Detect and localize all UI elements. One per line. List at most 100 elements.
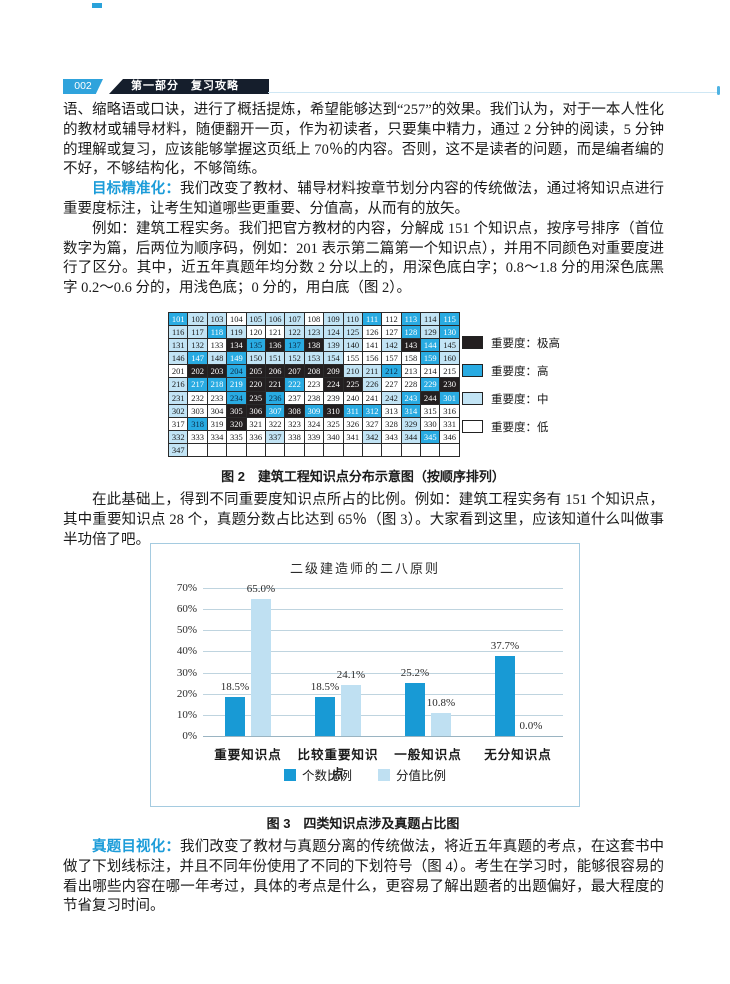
grid-cell: 155 xyxy=(343,352,363,366)
bar-group: 18.5% 65.0% 重要知识点 xyxy=(203,583,293,762)
grid-cell xyxy=(421,443,441,458)
grid-cell: 240 xyxy=(343,391,363,405)
grid-cell: 229 xyxy=(421,378,441,392)
chart-plot-area: 0% 10% 20% 30% 40% 50% 60% 70% 18.5% 65.0% 重要知识点 18… xyxy=(177,582,563,781)
grid-cell: 320 xyxy=(227,417,247,431)
grid-cell: 318 xyxy=(188,417,208,431)
figure2-caption: 图 2 建筑工程知识点分布示意图（按顺序排列） xyxy=(221,469,505,484)
grid-cell xyxy=(265,443,286,458)
grid-cell: 215 xyxy=(440,365,460,379)
grid-cell: 143 xyxy=(401,339,422,353)
gridline xyxy=(203,714,563,716)
bar-value-label: 10.8% xyxy=(426,697,456,710)
grid-cell: 218 xyxy=(207,378,228,392)
grid-cell: 226 xyxy=(362,378,383,392)
grid-cell: 204 xyxy=(227,365,247,379)
grid-cell: 222 xyxy=(285,378,305,392)
grid-cell: 121 xyxy=(265,326,286,340)
legend-label: 重要度：极高 xyxy=(491,337,560,350)
grid-cell: 210 xyxy=(343,365,363,379)
gridline xyxy=(203,630,563,632)
grid-cell: 154 xyxy=(324,352,344,366)
gridline xyxy=(203,588,563,589)
bar-chart: 二级建造师的二八原则 0% 10% 20% 30% 40% 50% 60% 70% 18.5% 6… xyxy=(150,543,580,807)
paragraph-continuation: 语、缩略语或口诀，进行了概括提炼，希望能够达到“257”的效果。我们认为，对于一… xyxy=(63,102,664,178)
legend-item: 重要度：极高 xyxy=(462,336,560,350)
grid-cell: 148 xyxy=(207,352,228,366)
y-axis-tick: 30% xyxy=(176,666,197,679)
chart-legend-label: 分值比例 xyxy=(396,769,447,783)
grid-cell: 328 xyxy=(382,417,402,431)
grid-cell: 304 xyxy=(207,404,228,418)
grid-cell: 235 xyxy=(246,391,266,405)
bar-分值比例-一般知识点 xyxy=(431,713,451,736)
bar-分值比例-重要知识点 xyxy=(251,598,271,736)
grid-cell: 336 xyxy=(246,430,266,444)
grid-cell: 238 xyxy=(304,391,325,405)
grid-cell: 131 xyxy=(169,339,189,353)
chart-title: 二级建造师的二八原则 xyxy=(289,561,440,576)
bar-value-label: 24.1% xyxy=(336,669,366,682)
grid-cell: 119 xyxy=(227,326,247,340)
grid-cell: 339 xyxy=(304,430,325,444)
figure3-caption: 图 3 四类知识点涉及真题占比图 xyxy=(266,816,460,831)
gridline xyxy=(203,736,563,737)
grid-cell: 213 xyxy=(401,365,422,379)
grid-cell: 106 xyxy=(265,313,286,327)
grid-cell: 322 xyxy=(265,417,286,431)
bar-value-label: 65.0% xyxy=(246,582,276,595)
gridline xyxy=(203,672,563,674)
grid-cell xyxy=(207,443,228,458)
grid-cell: 138 xyxy=(304,339,325,353)
grid-cell: 111 xyxy=(362,313,383,327)
grid-cell: 231 xyxy=(169,391,189,405)
bar-个数比例-比较重要知识点 xyxy=(315,696,335,736)
legend-swatch xyxy=(462,420,483,433)
grid-cell: 302 xyxy=(169,404,189,418)
grid-cell: 158 xyxy=(401,352,422,366)
grid-cell: 214 xyxy=(421,365,441,379)
legend-item: 重要度：中 xyxy=(462,392,560,406)
grid-cell: 239 xyxy=(324,391,344,405)
grid-cell: 113 xyxy=(401,313,422,327)
grid-cell: 314 xyxy=(401,404,422,418)
grid-cell: 344 xyxy=(401,430,422,444)
grid-cell xyxy=(401,443,422,458)
grid-cell: 305 xyxy=(227,404,247,418)
grid-cell xyxy=(285,443,305,458)
bar-value-label: 25.2% xyxy=(400,666,430,679)
grid-cell: 115 xyxy=(440,313,460,327)
x-axis-label: 重要知识点 xyxy=(214,748,282,762)
grid-cell: 160 xyxy=(440,352,460,366)
bar-group: 25.2% 10.8% 一般知识点 xyxy=(383,588,473,762)
grid-cell: 307 xyxy=(265,404,286,418)
grid-cell: 232 xyxy=(188,391,208,405)
y-axis-tick: 10% xyxy=(176,708,197,721)
grid-cell: 136 xyxy=(265,339,286,353)
bar-value-label: 37.7% xyxy=(490,640,520,653)
grid-cell: 156 xyxy=(362,352,383,366)
grid-cell: 241 xyxy=(362,391,383,405)
grid-cell: 221 xyxy=(265,378,286,392)
grid-cell: 219 xyxy=(227,378,247,392)
grid-cell: 333 xyxy=(188,430,208,444)
header-rule xyxy=(268,92,718,93)
grid-cell: 110 xyxy=(343,313,363,327)
grid-cell: 310 xyxy=(324,404,344,418)
chart-legend-item: 分值比例 xyxy=(378,765,446,784)
grid-cell: 334 xyxy=(207,430,228,444)
legend-item: 重要度：低 xyxy=(462,420,560,434)
grid-cell: 206 xyxy=(265,365,286,379)
grid-cell: 346 xyxy=(440,430,460,444)
grid-cell: 133 xyxy=(207,339,228,353)
grid-cell: 343 xyxy=(382,430,402,444)
grid-cell: 224 xyxy=(324,378,344,392)
legend-label: 重要度：低 xyxy=(491,421,549,434)
x-axis-label: 无分知识点 xyxy=(484,748,552,762)
grid-cell: 312 xyxy=(362,404,383,418)
bar-个数比例-无分知识点 xyxy=(495,656,515,736)
grid-cell: 330 xyxy=(421,417,441,431)
grid-cell: 319 xyxy=(207,417,228,431)
grid-cell: 233 xyxy=(207,391,228,405)
grid-cell: 101 xyxy=(169,313,189,327)
